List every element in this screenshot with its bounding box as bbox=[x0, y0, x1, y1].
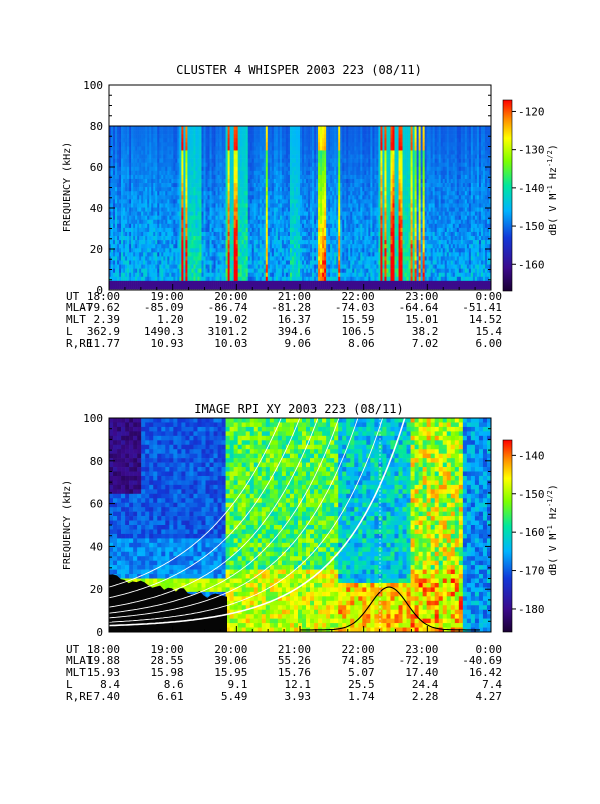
panel1-ytick-label: 20 bbox=[90, 243, 103, 256]
panel2-ytick-label: 100 bbox=[83, 412, 103, 425]
panel2-row-value: 4.27 bbox=[476, 690, 503, 703]
panel2-colorbar-label: dB( V M-1 Hz-1/2) bbox=[546, 484, 559, 576]
panel2-ytick-label: 80 bbox=[90, 455, 103, 468]
panel-cluster: CLUSTER 4 WHISPER 2003 223 (08/11) 02040… bbox=[62, 63, 559, 350]
panel1-row-value: 8.06 bbox=[348, 337, 375, 350]
panel2-row-name: R,RE bbox=[66, 690, 93, 703]
panel2-ylabel: FREQUENCY (kHz) bbox=[62, 480, 73, 570]
panel1-ytick-label: 80 bbox=[90, 120, 103, 133]
panel1-colorbar-ticks: -120 -130 -140 -150 -160 bbox=[512, 105, 545, 271]
panel1-title: CLUSTER 4 WHISPER 2003 223 (08/11) bbox=[176, 63, 422, 77]
panel1-ytick-label: 60 bbox=[90, 161, 103, 174]
panel1-row-value: 10.03 bbox=[214, 337, 247, 350]
panel2-cb-tick-label: -150 bbox=[518, 488, 545, 501]
panel2-ytick-label: 0 bbox=[96, 626, 103, 639]
panel1-cb-tick-label: -130 bbox=[518, 144, 545, 157]
panel1-cb-tick-label: -140 bbox=[518, 182, 545, 195]
panel1-cb-tick-label: -160 bbox=[518, 258, 545, 271]
panel1-row-value: 6.00 bbox=[476, 337, 503, 350]
panel2-row-value: 1.74 bbox=[348, 690, 375, 703]
panel2-title: IMAGE RPI XY 2003 223 (08/11) bbox=[194, 402, 404, 416]
panel1-spectrogram bbox=[109, 126, 491, 289]
panel2-cb-tick-label: -180 bbox=[518, 603, 545, 616]
panel1-colorbar-label: dB( V M-1 Hz-1/2) bbox=[546, 144, 559, 236]
panel1-cb-tick-label: -120 bbox=[518, 105, 545, 118]
panel1-ytick-label: 40 bbox=[90, 202, 103, 215]
panel2-cb-tick-label: -170 bbox=[518, 565, 545, 578]
panel1-row-value: 9.06 bbox=[285, 337, 312, 350]
panel2-ytick-label: 60 bbox=[90, 498, 103, 511]
panel2-row-value: 5.49 bbox=[221, 690, 248, 703]
panel2-colorbar bbox=[503, 440, 512, 632]
panel2-ytick-label: 40 bbox=[90, 540, 103, 553]
panel1-colorbar bbox=[503, 100, 512, 291]
panel2-cb-tick-label: -160 bbox=[518, 526, 545, 539]
panel1-row-value: 10.93 bbox=[151, 337, 184, 350]
panel-image: IMAGE RPI XY 2003 223 (08/11) 0 20 40 60 80 1… bbox=[62, 0, 559, 703]
panel2-colorbar-ticks: -140 -150 -160 -170 -180 bbox=[512, 449, 545, 616]
panel2-row-value: 7.40 bbox=[94, 690, 121, 703]
panel1-cb-tick-label: -150 bbox=[518, 220, 545, 233]
panel1-ytick-label: 100 bbox=[83, 79, 103, 92]
panel2-spectrogram bbox=[109, 418, 491, 632]
panel1-row-value: 7.02 bbox=[412, 337, 439, 350]
panel2-ytick-label: 20 bbox=[90, 583, 103, 596]
panel2-row-value: 6.61 bbox=[157, 690, 184, 703]
panel1-row-value: 11.77 bbox=[87, 337, 120, 350]
panel2-cb-tick-label: -140 bbox=[518, 449, 545, 462]
panel2-row-value: 2.28 bbox=[412, 690, 439, 703]
panel2-row-value: 3.93 bbox=[285, 690, 312, 703]
panel1-ylabel: FREQUENCY (kHz) bbox=[62, 142, 73, 232]
